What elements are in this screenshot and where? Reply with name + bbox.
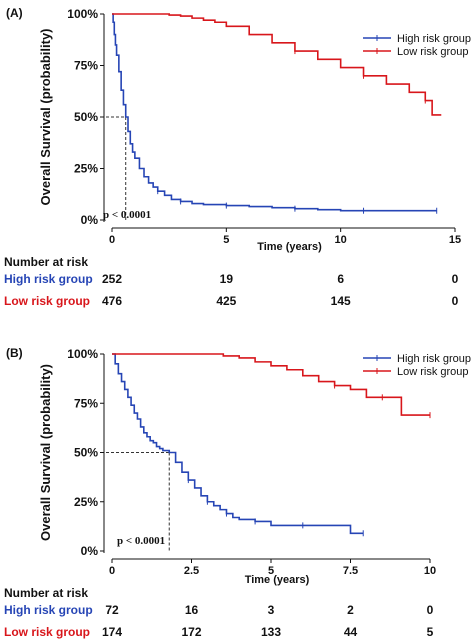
- panel-0: (A) 0% 25% 50% 75% 100% Overall Survival (prob…: [4, 6, 471, 308]
- y-tick-label: 100%: [67, 7, 98, 21]
- y-tick-label: 50%: [74, 446, 98, 460]
- panel-label: (B): [6, 346, 23, 360]
- x-tick-label: 2.5: [184, 565, 199, 577]
- x-tick-label: 0: [109, 234, 115, 246]
- x-tick-label: 5: [223, 234, 229, 246]
- survival-curve-high-risk: [112, 353, 364, 535]
- risk-count: 6: [337, 272, 344, 286]
- x-tick-label: 10: [424, 565, 436, 577]
- survival-curve-low-risk: [112, 353, 430, 416]
- risk-table-title: Number at risk: [4, 586, 88, 600]
- risk-row-label: Low risk group: [4, 294, 90, 308]
- risk-row-label: High risk group: [4, 603, 93, 617]
- y-axis-label: Overall Survival (probability): [38, 364, 53, 541]
- risk-row-label: High risk group: [4, 272, 93, 286]
- risk-count: 425: [216, 294, 236, 308]
- x-tick-label: 10: [335, 234, 347, 246]
- risk-count: 72: [105, 603, 119, 617]
- survival-curve-low-risk: [112, 13, 442, 116]
- risk-count: 44: [344, 625, 358, 639]
- risk-count: 3: [268, 603, 275, 617]
- x-axis-label: Time (years): [245, 574, 310, 586]
- risk-count: 5: [427, 625, 434, 639]
- survival-curve-high-risk: [112, 13, 437, 212]
- x-axis-label: Time (years): [257, 241, 322, 253]
- legend-label: High risk group: [397, 33, 471, 45]
- risk-row-label: Low risk group: [4, 625, 90, 639]
- panel-1: (B) 0% 25% 50% 75% 100% Overall Survival (prob…: [4, 346, 471, 639]
- risk-count: 476: [102, 294, 122, 308]
- risk-count: 252: [102, 272, 122, 286]
- p-value-label: p < 0.0001: [117, 535, 165, 547]
- risk-count: 145: [331, 294, 351, 308]
- x-tick-label: 0: [109, 565, 115, 577]
- risk-count: 16: [185, 603, 199, 617]
- risk-count: 0: [427, 603, 434, 617]
- risk-count: 0: [452, 272, 459, 286]
- p-value-label: p < 0.0001: [103, 209, 151, 221]
- y-tick-label: 25%: [74, 495, 98, 509]
- x-tick-label: 15: [449, 234, 461, 246]
- y-tick-label: 75%: [74, 59, 98, 73]
- x-tick-label: 7.5: [343, 565, 358, 577]
- y-tick-label: 50%: [74, 110, 98, 124]
- risk-table-title: Number at risk: [4, 255, 88, 269]
- risk-count: 19: [220, 272, 234, 286]
- risk-count: 2: [347, 603, 354, 617]
- risk-count: 174: [102, 625, 122, 639]
- panel-label: (A): [6, 6, 23, 20]
- risk-count: 172: [181, 625, 201, 639]
- y-tick-label: 0%: [81, 544, 99, 558]
- y-tick-label: 0%: [81, 213, 99, 227]
- legend-label: High risk group: [397, 353, 471, 365]
- x-tick-label: 5: [268, 565, 274, 577]
- risk-count: 0: [452, 294, 459, 308]
- risk-count: 133: [261, 625, 281, 639]
- y-axis-label: Overall Survival (probability): [38, 29, 53, 206]
- y-tick-label: 25%: [74, 162, 98, 176]
- legend-label: Low risk group: [397, 366, 469, 378]
- y-tick-label: 100%: [67, 347, 98, 361]
- y-tick-label: 75%: [74, 396, 98, 410]
- legend-label: Low risk group: [397, 46, 469, 58]
